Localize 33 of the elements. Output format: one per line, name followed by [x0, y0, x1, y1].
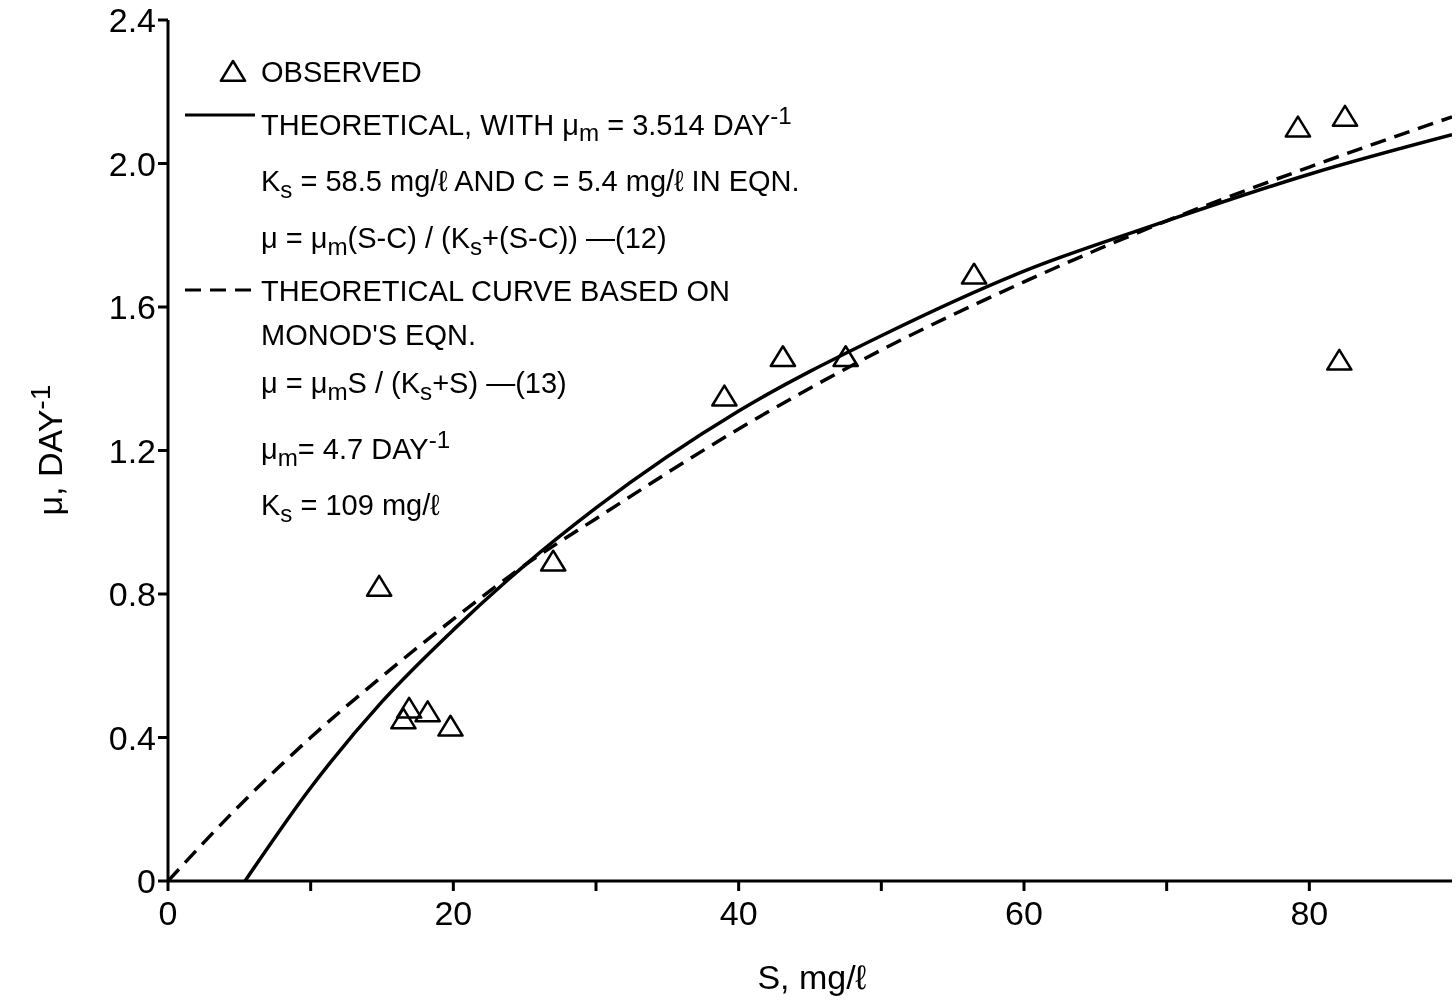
annotation: K$_{s}$ = 109 mg/ℓ [261, 489, 440, 528]
y-tick-label: 2.4 [108, 1, 156, 40]
point [437, 714, 464, 737]
y-tick-label: 0.8 [108, 575, 156, 614]
annotation: μ = μ$_{m}$(S-C) / (K$_{s}$+(S-C)) —(12) [261, 222, 667, 261]
y-tick-label: 0.4 [108, 718, 156, 757]
legend-label: OBSERVED [261, 55, 423, 90]
point [1284, 115, 1312, 138]
x-tick-label: 40 [719, 894, 758, 933]
x-tick-label: 20 [434, 894, 473, 933]
point [1325, 348, 1353, 371]
point [832, 344, 860, 368]
legend-label: THEORETICAL, WITH μ$_{m}$ = 3.514 DAY$^{-1}$ [261, 101, 793, 149]
point [769, 344, 797, 368]
legend-label: THEORETICAL CURVE BASED ON MONOD'S EQN. [261, 274, 731, 354]
annotation: K$_{s}$ = 58.5 mg/ℓ AND C = 5.4 mg/ℓ IN EQN. [261, 165, 800, 204]
point [365, 574, 393, 597]
x-tick-label: 80 [1290, 894, 1329, 933]
y-tick-label: 1.2 [108, 431, 156, 470]
y-tick-label: 2.0 [108, 144, 156, 183]
point [960, 262, 988, 285]
y-tick-label: 1.6 [108, 288, 156, 327]
point [1331, 104, 1359, 127]
point [539, 549, 567, 572]
y-tick-label: 0 [137, 862, 156, 901]
point [390, 707, 417, 730]
annotation: μ$_{m}$= 4.7 DAY$^{-1}$ [261, 425, 451, 471]
point [414, 700, 441, 723]
point [395, 696, 423, 719]
x-axis-title: S, mg/ℓ [757, 958, 867, 996]
x-tick-label: 60 [1005, 894, 1043, 933]
annotation: μ = μ$_{m}$S / (K$_{s}$+S) —(13) [261, 367, 567, 405]
point [711, 384, 738, 407]
